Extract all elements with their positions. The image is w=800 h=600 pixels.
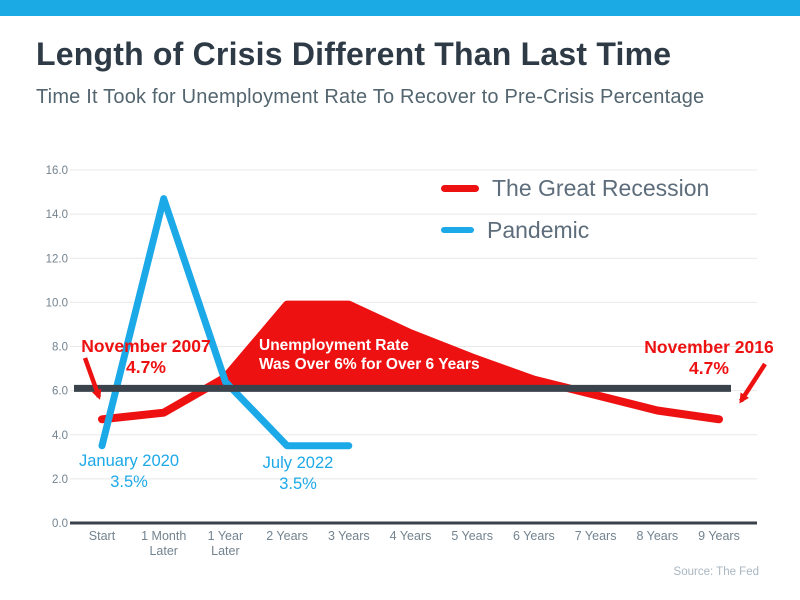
great-recession-line-swatch-icon <box>441 184 479 192</box>
y-tick-label: 4.0 <box>52 430 68 442</box>
annotation-line: July 2022 <box>262 454 334 472</box>
annotation-july-2022: July 2022 3.5% <box>242 453 354 495</box>
x-tick-label: Start <box>89 529 116 543</box>
x-tick-label: 9 Years <box>698 529 740 543</box>
x-tick-label: 6 Years <box>513 529 555 543</box>
page-subtitle: Time It Took for Unemployment Rate To Re… <box>36 86 705 108</box>
annotation-line: 4.7% <box>126 357 166 377</box>
annotation-line: 3.5% <box>279 475 317 493</box>
x-tick-label: 8 Years <box>636 529 678 543</box>
annotation-line: January 2020 <box>79 452 179 470</box>
annotation-november-2007: November 2007 4.7% <box>72 336 220 378</box>
x-tick-label: 1 Month Later <box>141 529 186 558</box>
annotation-line: Unemployment Rate <box>259 337 409 354</box>
y-tick-label: 14.0 <box>46 209 68 221</box>
legend-label: Pandemic <box>487 216 590 243</box>
legend-label: The Great Recession <box>492 174 710 201</box>
pandemic-line-swatch-icon <box>441 227 474 233</box>
x-tick-label: 4 Years <box>390 529 432 543</box>
annotation-january-2020: January 2020 3.5% <box>64 451 194 493</box>
annotation-line: 4.7% <box>689 358 729 378</box>
chart-legend: The Great Recession Pandemic <box>441 173 709 257</box>
annotation-november-2016: November 2016 4.7% <box>636 337 782 379</box>
top-accent-bar <box>0 0 800 16</box>
x-tick-label: 1 Year Later <box>208 529 243 558</box>
legend-item-pandemic: Pandemic <box>441 215 709 245</box>
annotation-line: November 2016 <box>644 337 774 357</box>
x-tick-label: 3 Years <box>328 529 370 543</box>
y-tick-label: 8.0 <box>52 342 68 354</box>
y-tick-label: 12.0 <box>46 253 68 265</box>
y-tick-label: 6.0 <box>52 386 68 398</box>
annotation-line: November 2007 <box>81 336 211 356</box>
arrow-to-november-2016-point <box>739 362 767 404</box>
y-tick-label: 16.0 <box>46 165 68 177</box>
annotation-over-6-percent-note: Unemployment Rate Was Over 6% for Over 6… <box>259 336 519 374</box>
y-tick-label: 2.0 <box>52 474 68 486</box>
great-recession-area-fill <box>206 304 570 389</box>
page-title: Length of Crisis Different Than Last Tim… <box>36 36 672 72</box>
x-tick-label: 5 Years <box>451 529 493 543</box>
pandemic-line <box>98 195 353 450</box>
legend-item-great-recession: The Great Recession <box>441 173 709 203</box>
arrow-to-november-2007-point <box>82 357 102 400</box>
y-tick-label: 0.0 <box>52 518 68 530</box>
x-tick-label: 7 Years <box>575 529 617 543</box>
y-tick-label: 10.0 <box>46 297 68 309</box>
source-credit: Source: The Fed <box>673 566 759 578</box>
annotation-line: Was Over 6% for Over 6 Years <box>259 356 480 373</box>
x-tick-label: 2 Years <box>266 529 308 543</box>
annotation-line: 3.5% <box>110 473 148 491</box>
